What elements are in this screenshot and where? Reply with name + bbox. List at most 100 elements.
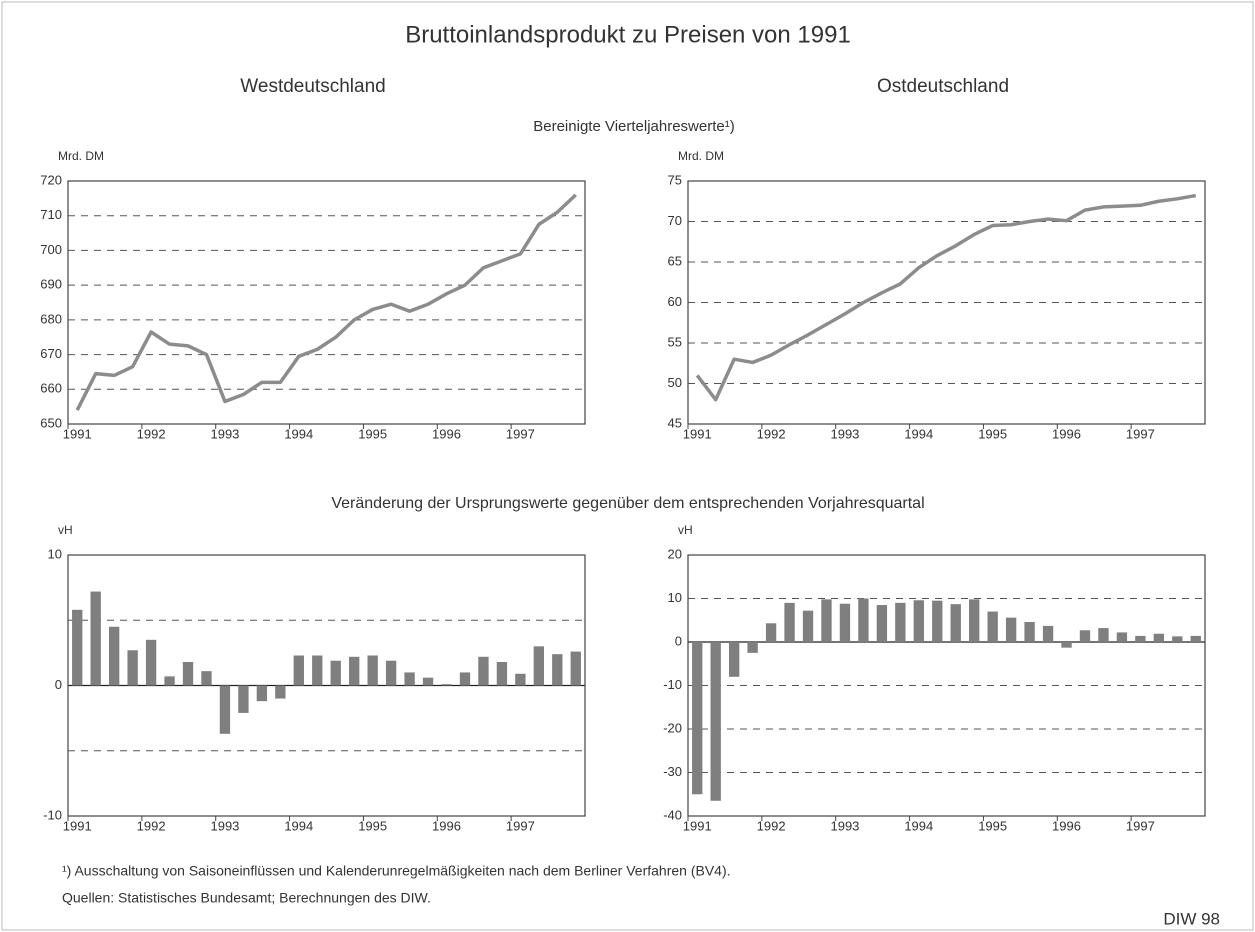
bar	[90, 591, 101, 686]
bar	[72, 609, 83, 686]
y-tick-label: 0	[55, 677, 62, 692]
bar	[1005, 617, 1017, 642]
y-tick-label: 700	[40, 242, 62, 257]
bar	[293, 655, 304, 686]
bar	[275, 685, 286, 699]
y-tick-label: 10	[48, 546, 62, 561]
y-axis-label: vH	[678, 523, 693, 537]
x-tick-label: 1994	[904, 818, 933, 833]
bar	[932, 600, 943, 642]
y-tick-label: -10	[663, 677, 682, 692]
bar	[422, 677, 434, 686]
bar	[552, 654, 563, 686]
y-tick-label: 670	[40, 346, 62, 361]
bar	[256, 685, 268, 702]
bar	[201, 671, 212, 686]
bar	[533, 646, 545, 686]
y-tick-label: -10	[43, 807, 62, 822]
bar	[710, 642, 721, 801]
bar	[987, 611, 998, 642]
bar	[1116, 632, 1128, 642]
y-tick-label: 660	[40, 381, 62, 396]
x-tick-label: 1991	[683, 426, 712, 441]
y-tick-label: 710	[40, 207, 62, 222]
bar	[238, 685, 249, 713]
bar	[367, 655, 378, 686]
subtitle-bottom: Veränderung der Ursprungswerte gegenüber…	[331, 495, 924, 512]
bar	[312, 655, 323, 686]
bar	[570, 651, 581, 686]
x-tick-label: 1991	[683, 818, 712, 833]
header-east: Ostdeutschland	[877, 76, 1009, 97]
bar	[858, 598, 869, 642]
bar	[515, 673, 526, 686]
bar	[969, 599, 980, 642]
source-tag: DIW 98	[1163, 909, 1220, 928]
bar	[1153, 633, 1165, 642]
y-tick-label: -40	[663, 807, 682, 822]
y-axis-label: Mrd. DM	[678, 149, 724, 163]
x-tick-label: 1992	[137, 426, 166, 441]
x-tick-label: 1994	[284, 818, 313, 833]
bar	[478, 656, 489, 686]
bar	[728, 642, 740, 677]
x-tick-label: 1996	[1052, 426, 1081, 441]
y-axis-label: Mrd. DM	[58, 149, 104, 163]
x-tick-label: 1996	[432, 818, 461, 833]
y-tick-label: 75	[668, 172, 682, 187]
bar	[895, 602, 906, 642]
main-title: Bruttoinlandsprodukt zu Preisen von 1991	[405, 21, 851, 48]
y-tick-label: 0	[675, 633, 682, 648]
y-tick-label: 690	[40, 277, 62, 292]
y-tick-label: 10	[668, 590, 682, 605]
x-tick-label: 1992	[757, 426, 786, 441]
bar	[127, 650, 138, 686]
plot-frame	[687, 554, 1206, 817]
x-tick-label: 1993	[210, 426, 239, 441]
bar	[876, 605, 888, 642]
bar	[145, 639, 157, 686]
x-tick-label: 1993	[210, 818, 239, 833]
y-tick-label: 70	[668, 213, 682, 228]
x-tick-label: 1996	[432, 426, 461, 441]
x-tick-label: 1991	[63, 426, 92, 441]
x-tick-label: 1996	[1052, 818, 1081, 833]
bar	[349, 656, 360, 686]
x-tick-label: 1995	[358, 818, 387, 833]
y-tick-label: -20	[663, 720, 682, 735]
y-tick-label: 60	[668, 294, 682, 309]
x-tick-label: 1991	[63, 818, 92, 833]
bar	[802, 610, 814, 642]
x-tick-label: 1997	[1126, 426, 1155, 441]
bar	[784, 602, 795, 642]
bar	[108, 626, 120, 686]
bar	[219, 685, 231, 734]
x-tick-label: 1997	[506, 818, 535, 833]
y-tick-label: 65	[668, 253, 682, 268]
bar	[913, 600, 924, 642]
bar	[839, 603, 851, 642]
plot-frame	[67, 554, 586, 817]
bar	[1024, 621, 1035, 642]
bar	[1079, 630, 1091, 642]
bar	[182, 662, 194, 686]
bar	[459, 672, 471, 686]
y-tick-label: 650	[40, 415, 62, 430]
bar	[1098, 628, 1109, 642]
bar	[1135, 635, 1146, 642]
x-tick-label: 1995	[358, 426, 387, 441]
bar	[1061, 642, 1072, 648]
x-tick-label: 1994	[284, 426, 313, 441]
bar	[765, 623, 777, 642]
bar	[821, 599, 832, 642]
bar	[385, 660, 397, 686]
plot-frame	[687, 180, 1206, 425]
y-axis-label: vH	[58, 523, 73, 537]
bar	[496, 662, 508, 686]
y-tick-label: 680	[40, 311, 62, 326]
bar	[164, 676, 175, 686]
footnote: ¹) Ausschaltung von Saisoneinflüssen und…	[62, 863, 731, 879]
bar	[441, 684, 452, 686]
